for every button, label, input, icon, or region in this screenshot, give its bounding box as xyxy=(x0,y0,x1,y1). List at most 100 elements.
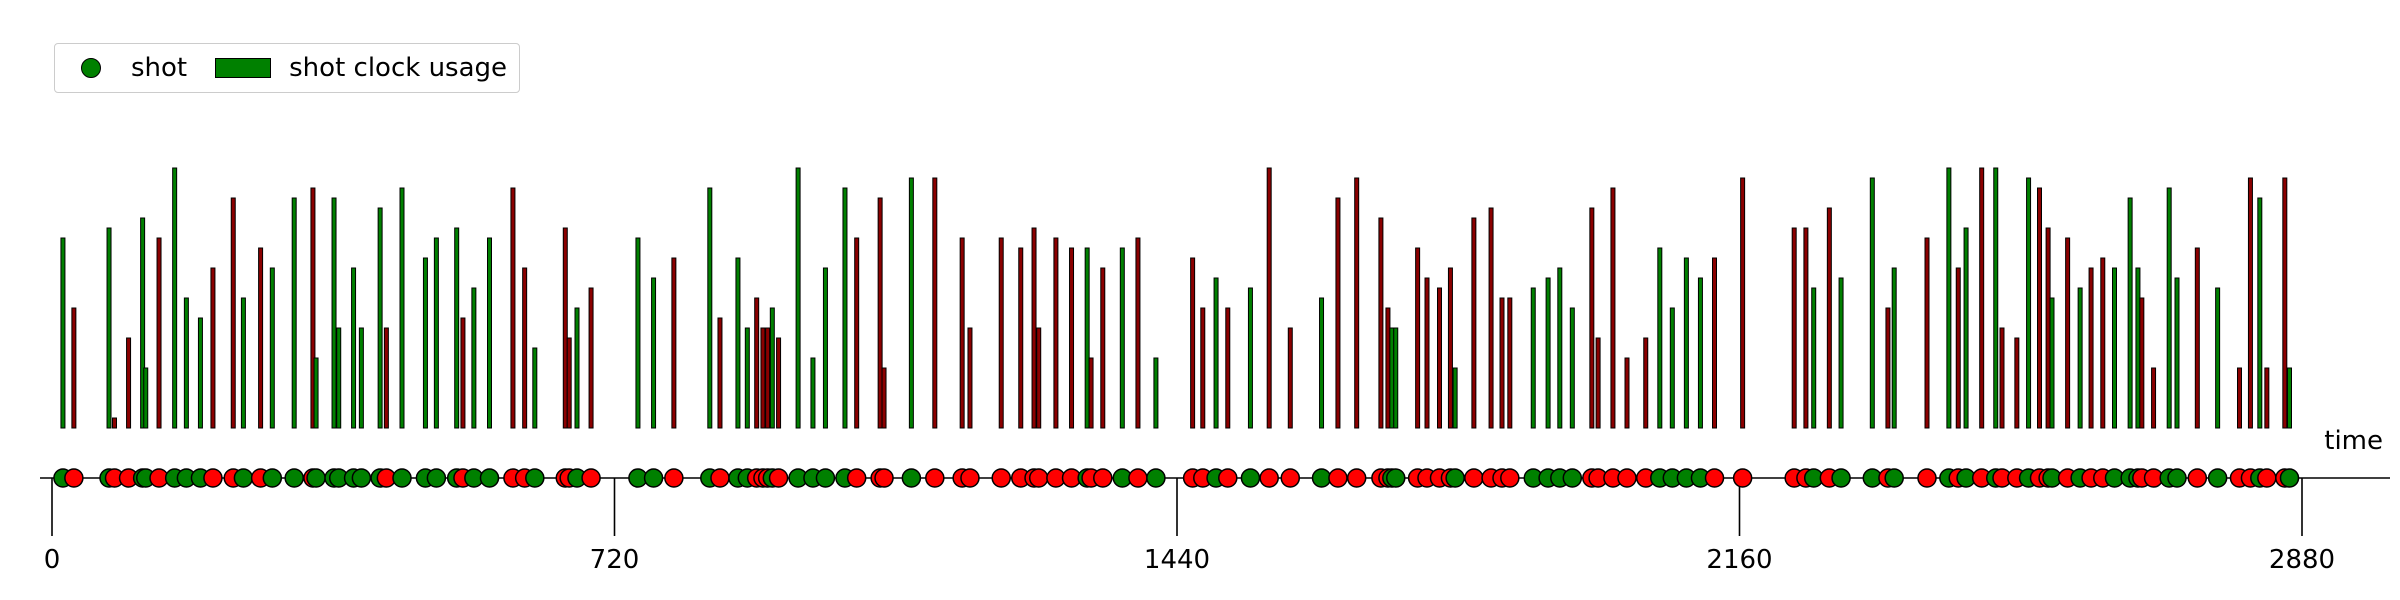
shot-marker xyxy=(1346,468,1367,488)
shot-marker xyxy=(643,468,664,488)
shot-clock-bar xyxy=(877,197,883,429)
shot-clock-bar xyxy=(1569,307,1575,429)
shot-marker xyxy=(1732,468,1753,488)
shot-clock-bar xyxy=(310,187,316,429)
shot-clock-bar xyxy=(1084,247,1090,429)
shot-marker xyxy=(1704,468,1725,488)
shot-clock-bar xyxy=(2139,297,2145,429)
shot-marker xyxy=(846,468,867,488)
shot-clock-bar xyxy=(399,187,405,429)
shot-clock-bar xyxy=(2077,287,2083,429)
shot-clock-bar xyxy=(143,367,149,429)
shot-clock-bar xyxy=(1153,357,1159,429)
shot-clock-bar xyxy=(60,237,66,429)
shot-clock-bar xyxy=(2264,367,2270,429)
shot-clock-bar xyxy=(510,187,516,429)
shot-clock-bar xyxy=(1891,267,1897,429)
shot-clock-bar xyxy=(769,307,775,429)
shot-marker xyxy=(768,468,789,488)
shot-clock-bar xyxy=(2100,257,2106,429)
shot-clock-bar xyxy=(1088,357,1094,429)
shot-clock-bar xyxy=(959,237,965,429)
shot-clock-bar xyxy=(1488,207,1494,429)
shot-marker xyxy=(1280,468,1301,488)
shot-clock-bar xyxy=(1838,277,1844,429)
shot-clock-bar xyxy=(522,267,528,429)
shot-marker xyxy=(815,468,836,488)
shot-clock-bar xyxy=(2014,337,2020,429)
shot-clock-bar xyxy=(588,287,594,429)
shot-clock-bar xyxy=(331,197,337,429)
shot-marker xyxy=(664,468,684,488)
shot-marker xyxy=(1386,468,1406,488)
x-axis-label: time xyxy=(2324,426,2383,456)
shot-clock-bar xyxy=(765,327,771,429)
shot-clock-bar xyxy=(269,267,275,429)
shot-clock-bar xyxy=(651,277,657,429)
shot-marker xyxy=(1093,468,1113,488)
x-tick-label: 0 xyxy=(44,545,61,575)
shot-marker xyxy=(64,468,84,488)
shot-clock-bar xyxy=(454,227,460,429)
shot-clock-bar xyxy=(183,297,189,429)
shot-clock-bar xyxy=(1213,277,1219,429)
shot-clock-bar xyxy=(1507,297,1513,429)
shot-marker xyxy=(1259,468,1279,488)
shot-clock-bar xyxy=(671,257,677,429)
shot-clock-bar xyxy=(358,327,364,429)
shot-clock-bar xyxy=(2194,247,2200,429)
shot-clock-bar xyxy=(1999,327,2005,429)
shot-clock-bar xyxy=(140,217,146,429)
shot-clock-bar xyxy=(754,297,760,429)
shot-clock-bar xyxy=(1869,177,1875,429)
shot-markers xyxy=(53,468,2300,488)
shot-clock-bar xyxy=(1471,217,1477,429)
shot-clock-bar xyxy=(1826,207,1832,429)
shot-clock-bar xyxy=(1447,267,1453,429)
shot-clock-bar xyxy=(210,267,216,429)
shot-clock-bar xyxy=(1225,307,1231,429)
shot-clock-bar xyxy=(2088,267,2094,429)
shot-clock-bar xyxy=(291,197,297,429)
shot-marker xyxy=(2167,468,2187,488)
shot-marker xyxy=(426,468,447,488)
shot-clock-bar xyxy=(1924,237,1930,429)
shot-clock-bar xyxy=(2135,267,2141,429)
x-axis: 0 720 1440 2160 2880 time xyxy=(40,426,2390,575)
shot-clock-bar xyxy=(1499,297,1505,429)
shot-clock-bar xyxy=(744,327,750,429)
shot-clock-bar xyxy=(2282,177,2288,429)
shot-clock-bar xyxy=(2049,297,2055,429)
shot-marker xyxy=(284,468,304,488)
shot-clock-bar xyxy=(810,357,816,429)
shot-marker xyxy=(991,468,1011,488)
shot-clock-bar xyxy=(2287,367,2292,429)
shot-clock-bar xyxy=(1389,327,1395,429)
shot-clock-bar xyxy=(967,327,973,429)
x-tick-label: 1440 xyxy=(1144,545,1210,575)
shot-clock-bar xyxy=(1963,227,1969,429)
shot-marker xyxy=(1028,468,1049,488)
shot-marker xyxy=(262,468,283,488)
shot-clock-bar xyxy=(383,327,389,429)
shot-clock-bar xyxy=(1415,247,1421,429)
shot-clock-bar xyxy=(2037,187,2042,429)
shot-clock-bar xyxy=(1610,187,1616,429)
shot-clock-bar xyxy=(795,167,801,429)
shot-clock-bar xyxy=(1287,327,1293,429)
shot-clock-bar xyxy=(1031,227,1037,429)
shot-marker xyxy=(479,468,500,488)
shot-marker xyxy=(1884,468,1904,488)
legend-label-shot: shot xyxy=(131,53,188,83)
legend-shot-clock-patch xyxy=(215,58,272,78)
shot-clock-bar xyxy=(1378,217,1384,429)
shot-clock-bar xyxy=(1669,307,1675,429)
shot-clock-bar xyxy=(1053,237,1059,429)
shot-clock-bar xyxy=(2112,267,2117,429)
shot-clock-bar xyxy=(2127,197,2133,429)
shot-clock-bar xyxy=(1018,247,1024,429)
shot-marker xyxy=(1311,468,1332,488)
shot-clock-bars xyxy=(60,167,2292,429)
shot-clock-bar xyxy=(258,247,264,429)
shot-marker xyxy=(306,468,326,488)
